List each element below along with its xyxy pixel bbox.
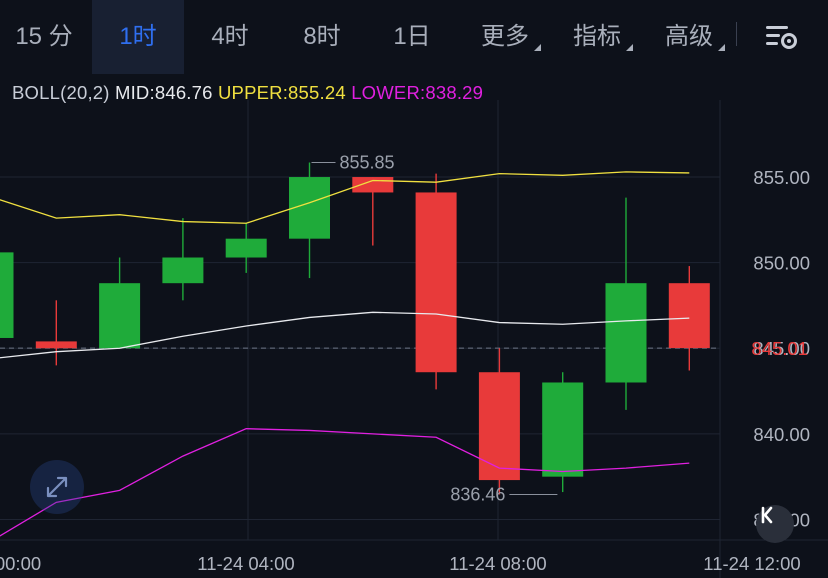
low-annotation-label: 836.46 — [450, 484, 505, 504]
boll-upper: UPPER:855.24 — [217, 82, 346, 103]
scroll-to-latest-button[interactable] — [756, 505, 794, 543]
candle-body-down — [478, 372, 520, 481]
tab-indicators-label: 指标 — [573, 23, 621, 50]
tab-divider — [736, 22, 737, 46]
x-tick-label: 11-24 04:00 — [197, 553, 294, 574]
tab-1d[interactable]: 1日 — [393, 23, 431, 50]
high-annotation-label: 855.85 — [340, 152, 395, 172]
expand-arrows-icon — [46, 476, 68, 498]
tab-4h[interactable]: 4时 — [211, 23, 249, 50]
tab-1h[interactable]: 1时 — [92, 0, 184, 74]
boll-legend: BOLL(20,2) MID:846.76 UPPER:855.24 LOWER… — [12, 82, 483, 104]
dropdown-triangle-icon — [626, 44, 633, 51]
tab-more-label: 更多 — [481, 23, 529, 50]
timeframe-tabbar: 15 分 1时 4时 8时 1日 更多 指标 高级 — [0, 0, 828, 74]
x-tick-label: 11-24 12:00 — [703, 553, 800, 574]
dropdown-triangle-icon — [718, 44, 725, 51]
tab-advanced-label: 高级 — [665, 23, 713, 50]
x-tick-label: 00:00 — [0, 553, 41, 574]
tab-15m[interactable]: 15 分 — [15, 23, 73, 50]
current-price-label: 845.01 — [751, 338, 808, 359]
candle-body-up — [289, 177, 330, 239]
expand-chart-button[interactable] — [30, 460, 84, 514]
candle-body-down — [35, 341, 77, 349]
y-tick-label: 855.00 — [753, 167, 810, 188]
tab-indicators[interactable]: 指标 — [562, 0, 633, 74]
candle-body-up — [542, 382, 584, 477]
dropdown-triangle-icon — [534, 44, 541, 51]
candle-body-down — [415, 192, 457, 373]
double-chevron-left-icon — [761, 506, 773, 524]
boll-mid-line — [0, 311, 690, 359]
boll-mid: MID:846.76 — [114, 82, 213, 103]
candle-body-up — [605, 283, 647, 383]
candle-body-down — [352, 177, 394, 193]
candle-body-up — [225, 238, 267, 258]
boll-lower: LOWER:838.29 — [351, 82, 484, 103]
boll-lower-line — [0, 428, 690, 537]
tab-8h[interactable]: 8时 — [303, 23, 341, 50]
candle-body-down — [668, 283, 710, 349]
y-tick-label: 840.00 — [753, 424, 810, 445]
chart-settings-icon[interactable] — [764, 22, 798, 52]
y-tick-label: 845.00 — [753, 338, 810, 359]
tab-more[interactable]: 更多 — [470, 0, 541, 74]
tab-advanced[interactable]: 高级 — [654, 0, 725, 74]
candle-body-up — [99, 283, 141, 349]
x-tick-label: 11-24 08:00 — [449, 553, 546, 574]
boll-upper-line — [0, 171, 690, 224]
candle-body-up — [162, 257, 204, 284]
candle-body-up — [0, 252, 14, 338]
y-tick-label: 850.00 — [753, 253, 810, 274]
boll-name: BOLL(20,2) — [12, 82, 110, 103]
